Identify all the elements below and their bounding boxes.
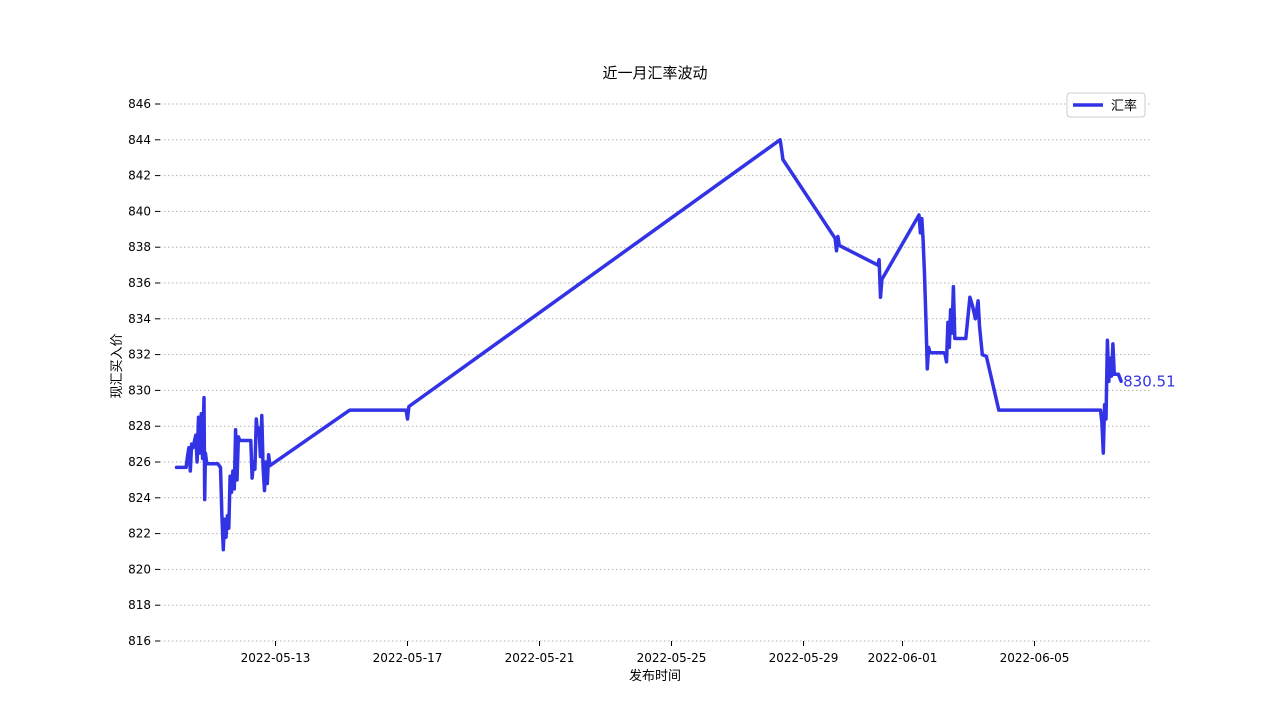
y-tick-label: 842 <box>128 169 151 183</box>
legend-label: 汇率 <box>1111 98 1137 114</box>
legend: 汇率 <box>1066 92 1146 118</box>
x-axis-label: 发布时间 <box>629 668 681 684</box>
y-tick-label: 834 <box>128 312 151 326</box>
x-tick-label: 2022-06-01 <box>868 651 938 665</box>
last-value-label: 830.51 <box>1123 372 1176 390</box>
y-tick-label: 816 <box>128 634 151 648</box>
y-tick-label: 830 <box>128 383 151 397</box>
y-axis-label: 现汇买入价 <box>110 333 125 398</box>
y-tick-label: 822 <box>128 527 151 541</box>
chart-title: 近一月汇率波动 <box>602 64 707 82</box>
y-tick-label: 844 <box>128 133 151 147</box>
x-tick-label: 2022-05-29 <box>769 651 839 665</box>
y-tick-label: 818 <box>128 598 151 612</box>
x-tick-label: 2022-05-21 <box>505 651 575 665</box>
y-tick-label: 824 <box>128 491 151 505</box>
legend-box <box>1066 92 1146 118</box>
x-tick-label: 2022-05-17 <box>373 651 443 665</box>
series-line-exchange-rate <box>174 138 1123 552</box>
y-tick-label: 826 <box>128 455 151 469</box>
grid-lines <box>160 103 1150 642</box>
x-axis: 2022-05-13 2022-05-17 2022-05-21 2022-05-25… <box>241 641 1070 665</box>
y-tick-label: 836 <box>128 276 151 290</box>
y-axis: 816 818 820 822 824 826 828 830 832 834 836 838 840 8… <box>128 97 160 648</box>
y-tick-label: 832 <box>128 348 151 362</box>
y-tick-label: 828 <box>128 419 151 433</box>
y-tick-label: 838 <box>128 240 151 254</box>
x-tick-label: 2022-05-13 <box>241 651 311 665</box>
x-tick-label: 2022-05-25 <box>637 651 707 665</box>
y-tick-label: 840 <box>128 204 151 218</box>
y-tick-label: 846 <box>128 97 151 111</box>
x-tick-label: 2022-06-05 <box>1000 651 1070 665</box>
y-tick-label: 820 <box>128 562 151 576</box>
